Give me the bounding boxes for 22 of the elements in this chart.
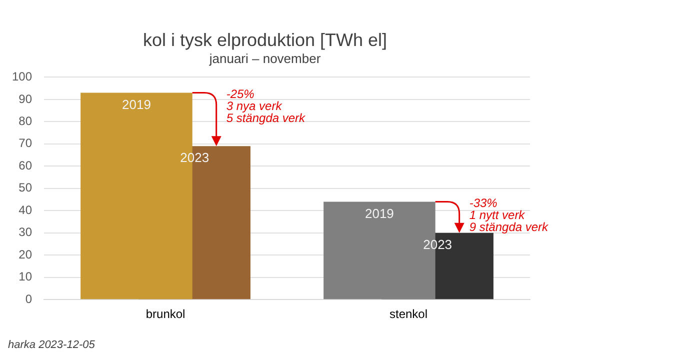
y-tick-label: 90 [18,92,32,106]
text: harka 2023-12-05 [8,339,96,351]
annotation: -25% 3 nya verk 5 stängda verk [226,87,306,126]
y-tick-label: 100 [12,70,32,84]
y-tick-label: 50 [18,180,32,195]
series-label: 2019 [364,206,394,221]
text: 2023 [423,236,452,252]
y-tick-label: 40 [18,202,32,217]
chart-subtitle: januari – november [208,50,322,66]
x-tick-label: brunkol [146,307,186,322]
series-label: 2023 [180,150,210,166]
chart-title: kol i tysk elproduktion [TWh el] [142,30,388,50]
y-tick-label: 80 [18,114,32,128]
y-tick-label: 10 [18,270,32,284]
y-tick-label: 30 [18,225,32,240]
x-tick-label: stenkol [389,307,428,322]
y-tick-label: 0 [25,292,32,306]
y-tick-label: 20 [18,247,32,262]
y-tick-label: 70 [18,136,32,150]
annotation: -33% 1 nytt verk 9 stängda verk [469,196,550,234]
text: 2019 [122,96,151,112]
y-tick-label: 60 [18,158,32,172]
